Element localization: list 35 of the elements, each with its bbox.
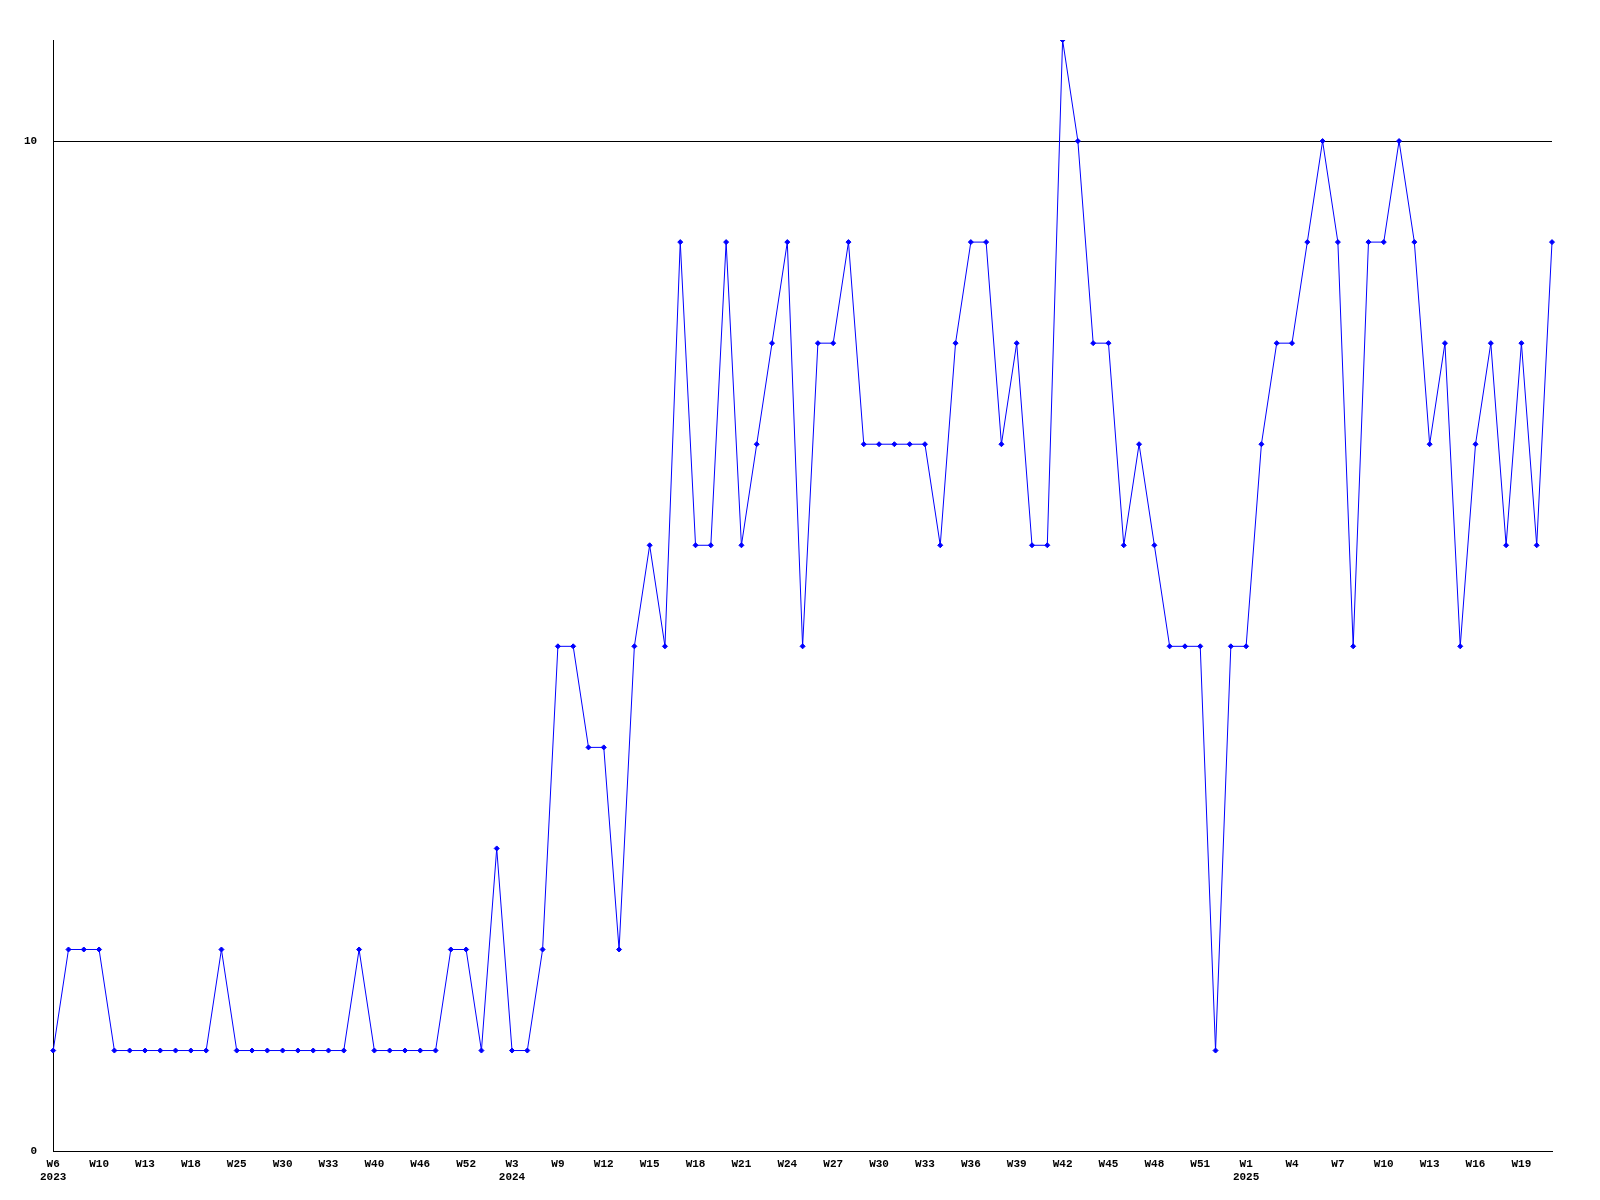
x-tick-label: W1 2025 — [1232, 1157, 1260, 1184]
x-tick-label: W33 — [318, 1157, 339, 1170]
x-tick-label: W10 — [1373, 1157, 1394, 1170]
x-tick-label: W7 — [1331, 1157, 1345, 1170]
x-tick-label: W15 — [639, 1157, 660, 1170]
x-tick-label: W4 — [1285, 1157, 1299, 1170]
x-tick-label: W3 2024 — [498, 1157, 526, 1184]
x-tick-label: W18 — [180, 1157, 202, 1170]
x-tick-label: W6 2023 — [40, 1157, 67, 1184]
x-tick-label: W9 — [551, 1157, 565, 1170]
x-tick-label: W18 — [685, 1157, 706, 1170]
y-tick-label: 0 — [30, 1145, 38, 1158]
x-tick-label: W42 — [1052, 1157, 1073, 1170]
x-tick-label: W13 — [1419, 1157, 1440, 1170]
x-tick-label: W21 — [731, 1157, 752, 1170]
x-tick-label: W30 — [869, 1157, 889, 1170]
x-tick-label: W33 — [915, 1157, 936, 1170]
x-tick-label: W13 — [135, 1157, 156, 1170]
x-tick-label: W30 — [272, 1157, 293, 1170]
x-tick-label: W19 — [1511, 1157, 1532, 1170]
x-tick-label: W40 — [364, 1157, 385, 1170]
x-tick-label: W12 — [593, 1157, 614, 1170]
x-tick-label: W10 — [89, 1157, 109, 1170]
x-tick-label: W51 — [1190, 1157, 1211, 1170]
x-tick-label: W52 — [456, 1157, 477, 1170]
x-tick-label: W48 — [1144, 1157, 1165, 1170]
x-tick-label: W39 — [1006, 1157, 1027, 1170]
x-tick-label: W36 — [960, 1157, 981, 1170]
x-tick-label: W24 — [777, 1157, 798, 1170]
x-tick-label: W27 — [823, 1157, 844, 1170]
x-tick-label: W25 — [226, 1157, 248, 1170]
x-tick-label: W16 — [1465, 1157, 1486, 1170]
x-tick-label: W46 — [410, 1157, 431, 1170]
y-tick-label: 10 — [24, 134, 38, 147]
x-tick-label: W45 — [1098, 1157, 1119, 1170]
